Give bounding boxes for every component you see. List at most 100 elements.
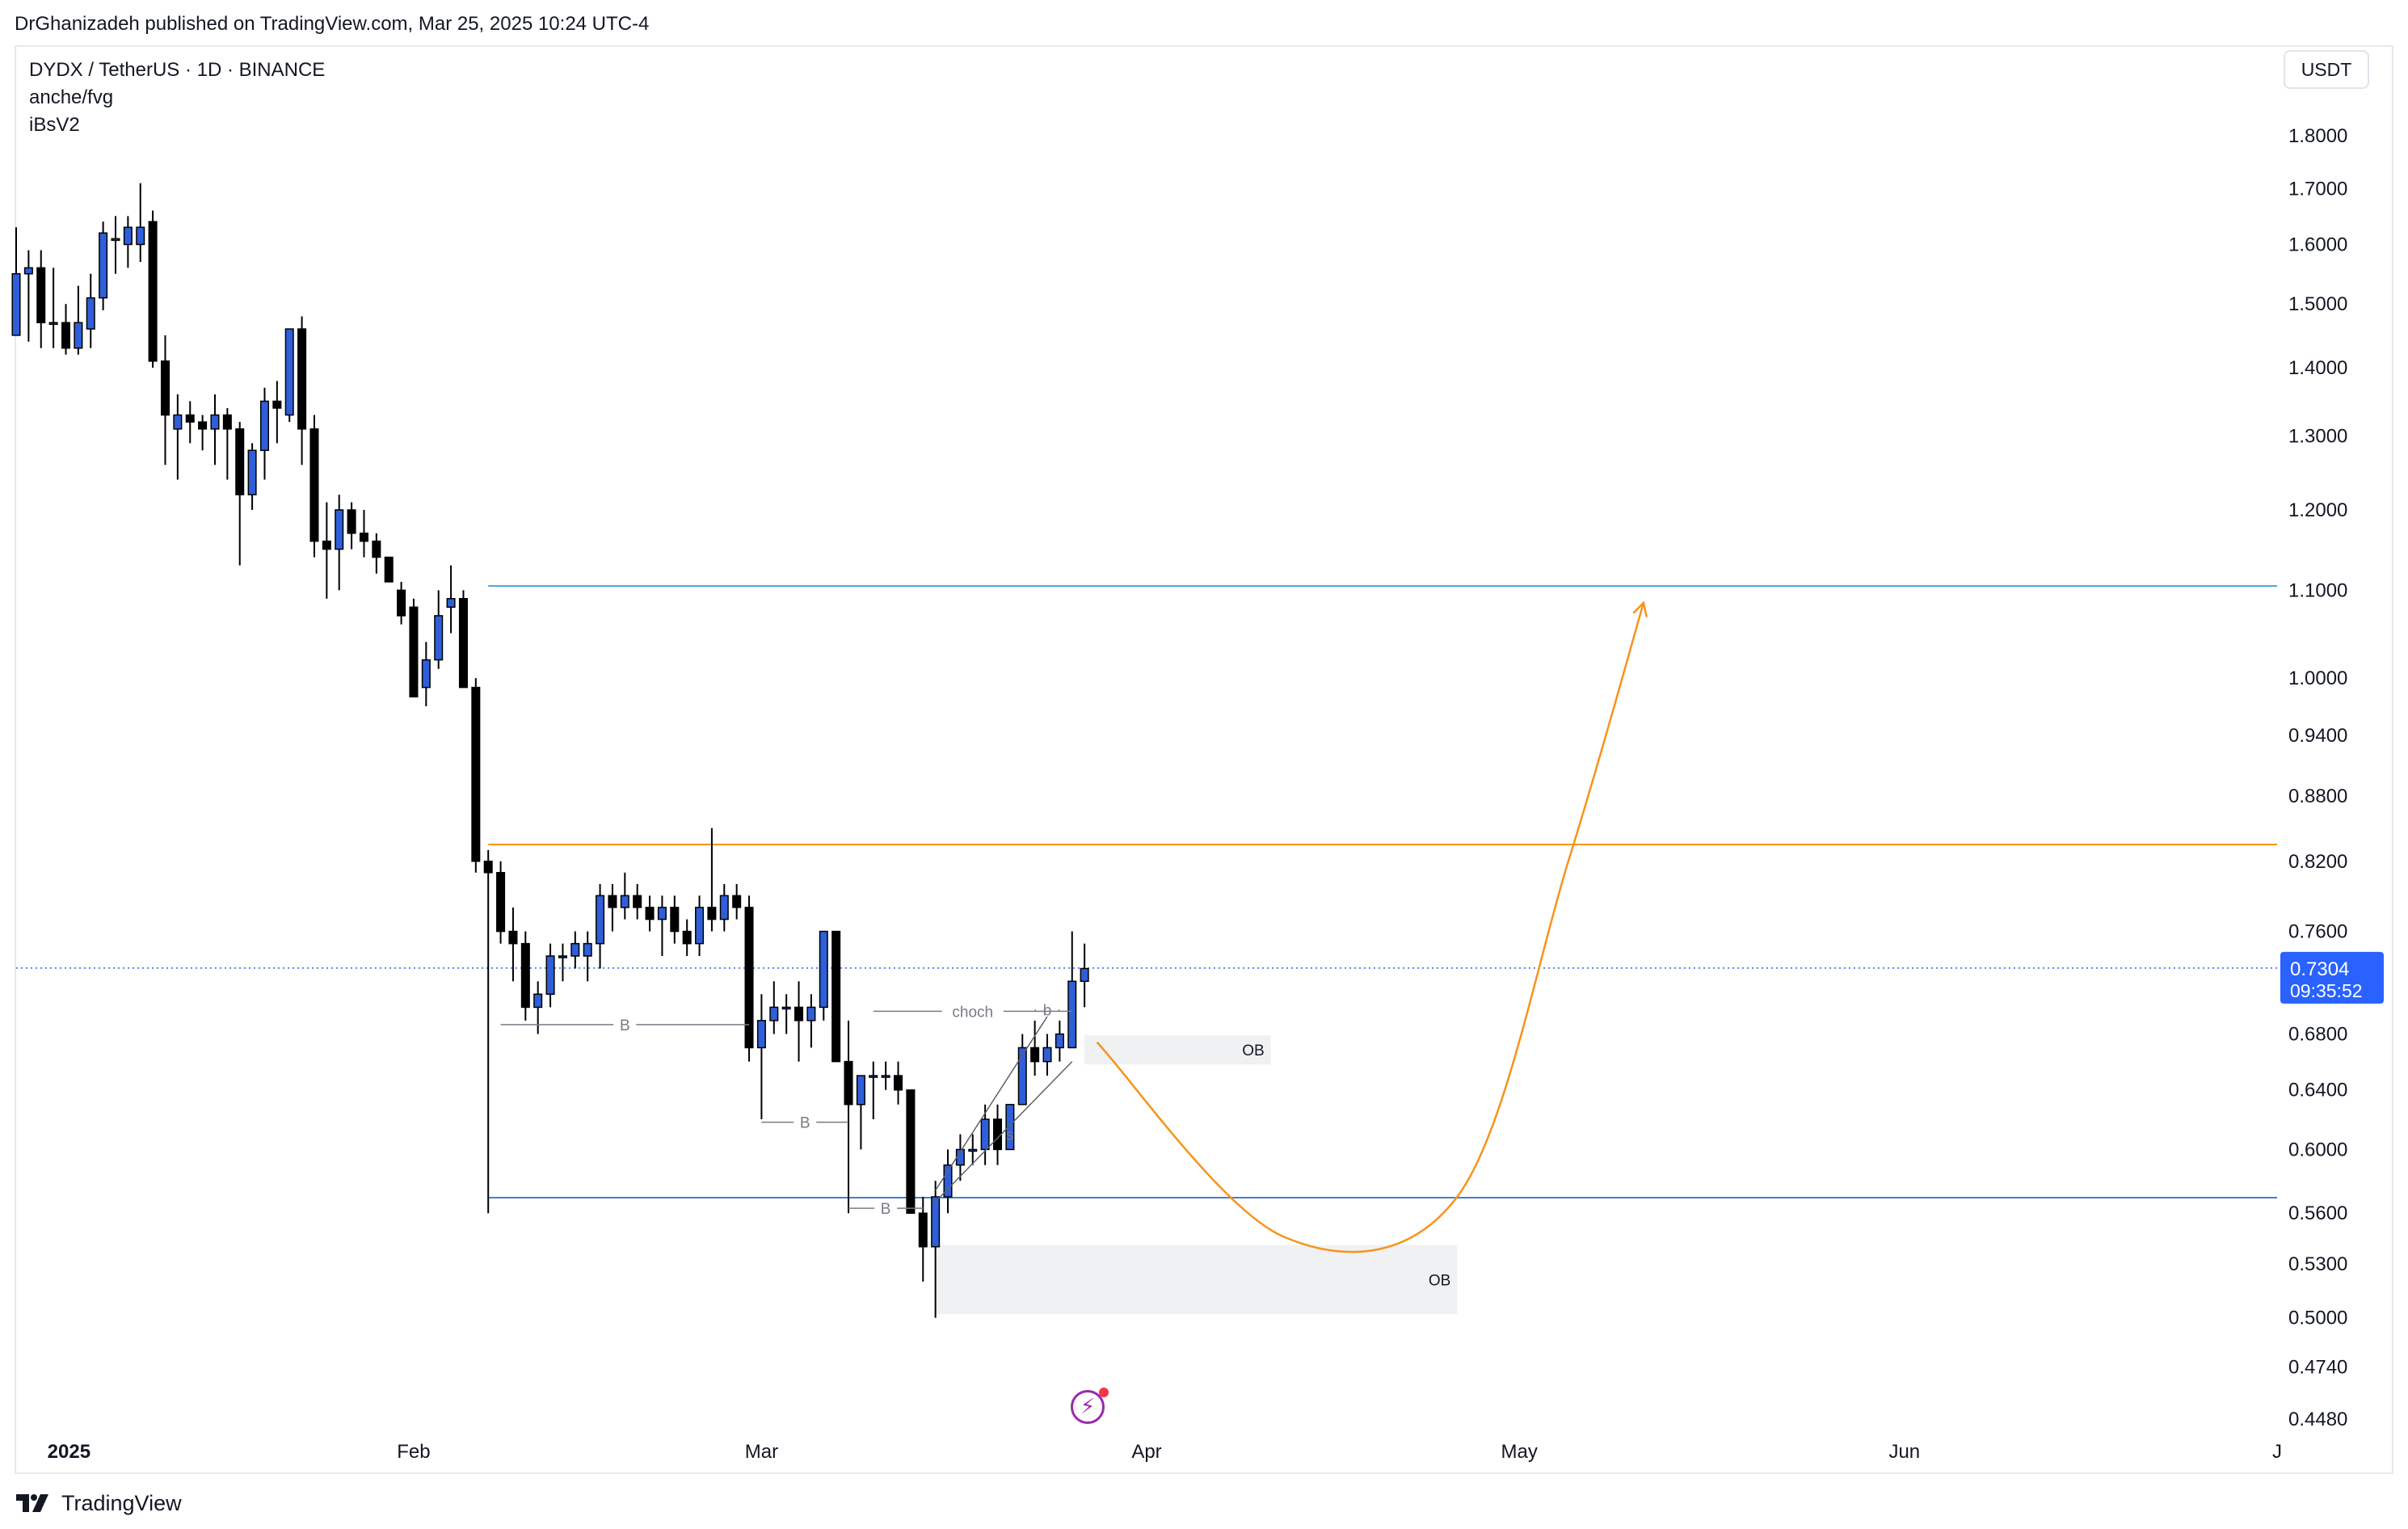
candle-body — [906, 1089, 916, 1214]
last-price-value: 0.7304 — [2290, 958, 2349, 980]
candle-body — [384, 556, 394, 583]
currency-button[interactable]: USDT — [2284, 50, 2369, 89]
candle-body — [434, 615, 444, 661]
candle-body — [123, 226, 133, 246]
candle-body — [682, 930, 692, 945]
chart-legend: DYDX / TetherUS · 1D · BINANCE anche/fvg… — [29, 57, 325, 139]
candle-body — [148, 221, 158, 362]
candles-layer — [11, 183, 1089, 1318]
y-tick-label: 0.6800 — [2288, 1024, 2347, 1046]
candle-body — [831, 930, 841, 1063]
candle-body — [259, 400, 269, 452]
candle-body — [36, 267, 46, 323]
y-tick-label: 1.5000 — [2288, 293, 2347, 315]
candle-body — [23, 267, 33, 275]
candle-body — [620, 895, 629, 908]
candle-body — [781, 1006, 791, 1010]
candle-body — [359, 533, 368, 542]
trend-line — [935, 1061, 1073, 1203]
candle-body — [645, 907, 655, 920]
ideas-lightning-button[interactable]: ⚡ — [1071, 1388, 1109, 1424]
order-block-label: OB — [1242, 1042, 1264, 1059]
y-tick-label: 1.6000 — [2288, 234, 2347, 255]
zones-layer: OB OB — [935, 1035, 1458, 1315]
candle-body — [99, 232, 108, 299]
candle-body — [869, 1075, 878, 1078]
x-tick-label: Mar — [745, 1441, 778, 1463]
y-tick-label: 1.0000 — [2288, 668, 2347, 689]
structure-label: s — [1006, 1127, 1014, 1144]
order-block-label: OB — [1429, 1272, 1450, 1289]
candle-body — [335, 509, 344, 550]
candle-body — [496, 872, 506, 933]
indicator-ibs-label[interactable]: iBsV2 — [29, 114, 80, 136]
candle-body — [583, 942, 592, 957]
x-tick-label: Apr — [1131, 1441, 1161, 1463]
candle-body — [421, 659, 431, 689]
x-tick-label: Jun — [1888, 1441, 1920, 1463]
candle-body — [980, 1118, 990, 1151]
order-block-zone — [935, 1245, 1458, 1315]
y-tick-label: 1.3000 — [2288, 426, 2347, 448]
chart-frame — [15, 45, 2393, 1474]
projection-arrowhead — [1632, 600, 1648, 617]
y-tick-label: 0.8800 — [2288, 786, 2347, 807]
y-tick-label: 1.4000 — [2288, 357, 2347, 379]
candle-body — [943, 1164, 953, 1198]
x-tick-label: May — [1501, 1441, 1538, 1463]
candle-body — [372, 540, 381, 558]
y-tick-label: 0.5000 — [2288, 1308, 2347, 1329]
y-tick-label: 0.9400 — [2288, 725, 2347, 747]
symbol-title[interactable]: DYDX / TetherUS · 1D · BINANCE — [29, 59, 326, 81]
candle-body — [111, 238, 120, 242]
candle-body — [322, 540, 331, 550]
candle-body — [596, 895, 605, 945]
candle-body — [1005, 1103, 1015, 1151]
y-tick-label: 1.1000 — [2288, 579, 2347, 601]
axes-layer: 1.8000 1.7000 1.6000 1.5000 1.4000 1.3000 1.20… — [48, 125, 2384, 1463]
candle-body — [794, 1006, 804, 1021]
notification-dot — [1099, 1388, 1109, 1397]
y-tick-label: 0.7600 — [2288, 921, 2347, 943]
candle-body — [894, 1075, 903, 1091]
candle-body — [844, 1060, 853, 1106]
y-tick-label: 1.2000 — [2288, 499, 2347, 521]
structure-label: choch — [952, 1004, 993, 1021]
candle-body — [732, 895, 742, 908]
candle-body — [570, 942, 580, 957]
structure-label: B — [800, 1115, 810, 1132]
candle-body — [483, 861, 493, 874]
candle-body — [136, 226, 145, 246]
lightning-icon: ⚡ — [1080, 1395, 1096, 1419]
candle-body — [744, 907, 754, 1049]
candle-body — [881, 1075, 890, 1078]
y-tick-label: 0.6000 — [2288, 1139, 2347, 1160]
order-block-zone — [1084, 1035, 1271, 1065]
candle-body — [347, 509, 356, 534]
last-price-tag — [2280, 951, 2384, 1004]
structure-label: B — [620, 1017, 630, 1034]
candle-body — [247, 449, 257, 495]
candle-body — [235, 428, 245, 495]
last-price-countdown: 09:35:52 — [2290, 980, 2363, 1001]
candle-body — [11, 272, 21, 336]
y-tick-label: 0.4480 — [2288, 1409, 2347, 1430]
candle-body — [558, 955, 567, 958]
candle-body — [657, 907, 667, 920]
x-tick-label: Feb — [397, 1441, 430, 1463]
candle-body — [968, 1148, 978, 1152]
candle-body — [198, 421, 208, 430]
candle-body — [409, 606, 419, 697]
levels-layer — [16, 585, 2277, 1198]
indicator-fvg-label[interactable]: anche/fvg — [29, 86, 114, 108]
candle-body — [707, 907, 717, 920]
candle-body — [1055, 1033, 1064, 1049]
trend-line — [935, 1016, 1048, 1191]
structure-label: b — [1043, 1003, 1052, 1020]
candle-body — [670, 907, 680, 933]
candle-body — [533, 993, 543, 1009]
y-tick-label: 1.7000 — [2288, 178, 2347, 200]
tradingview-footer[interactable]: TradingView — [16, 1487, 182, 1519]
